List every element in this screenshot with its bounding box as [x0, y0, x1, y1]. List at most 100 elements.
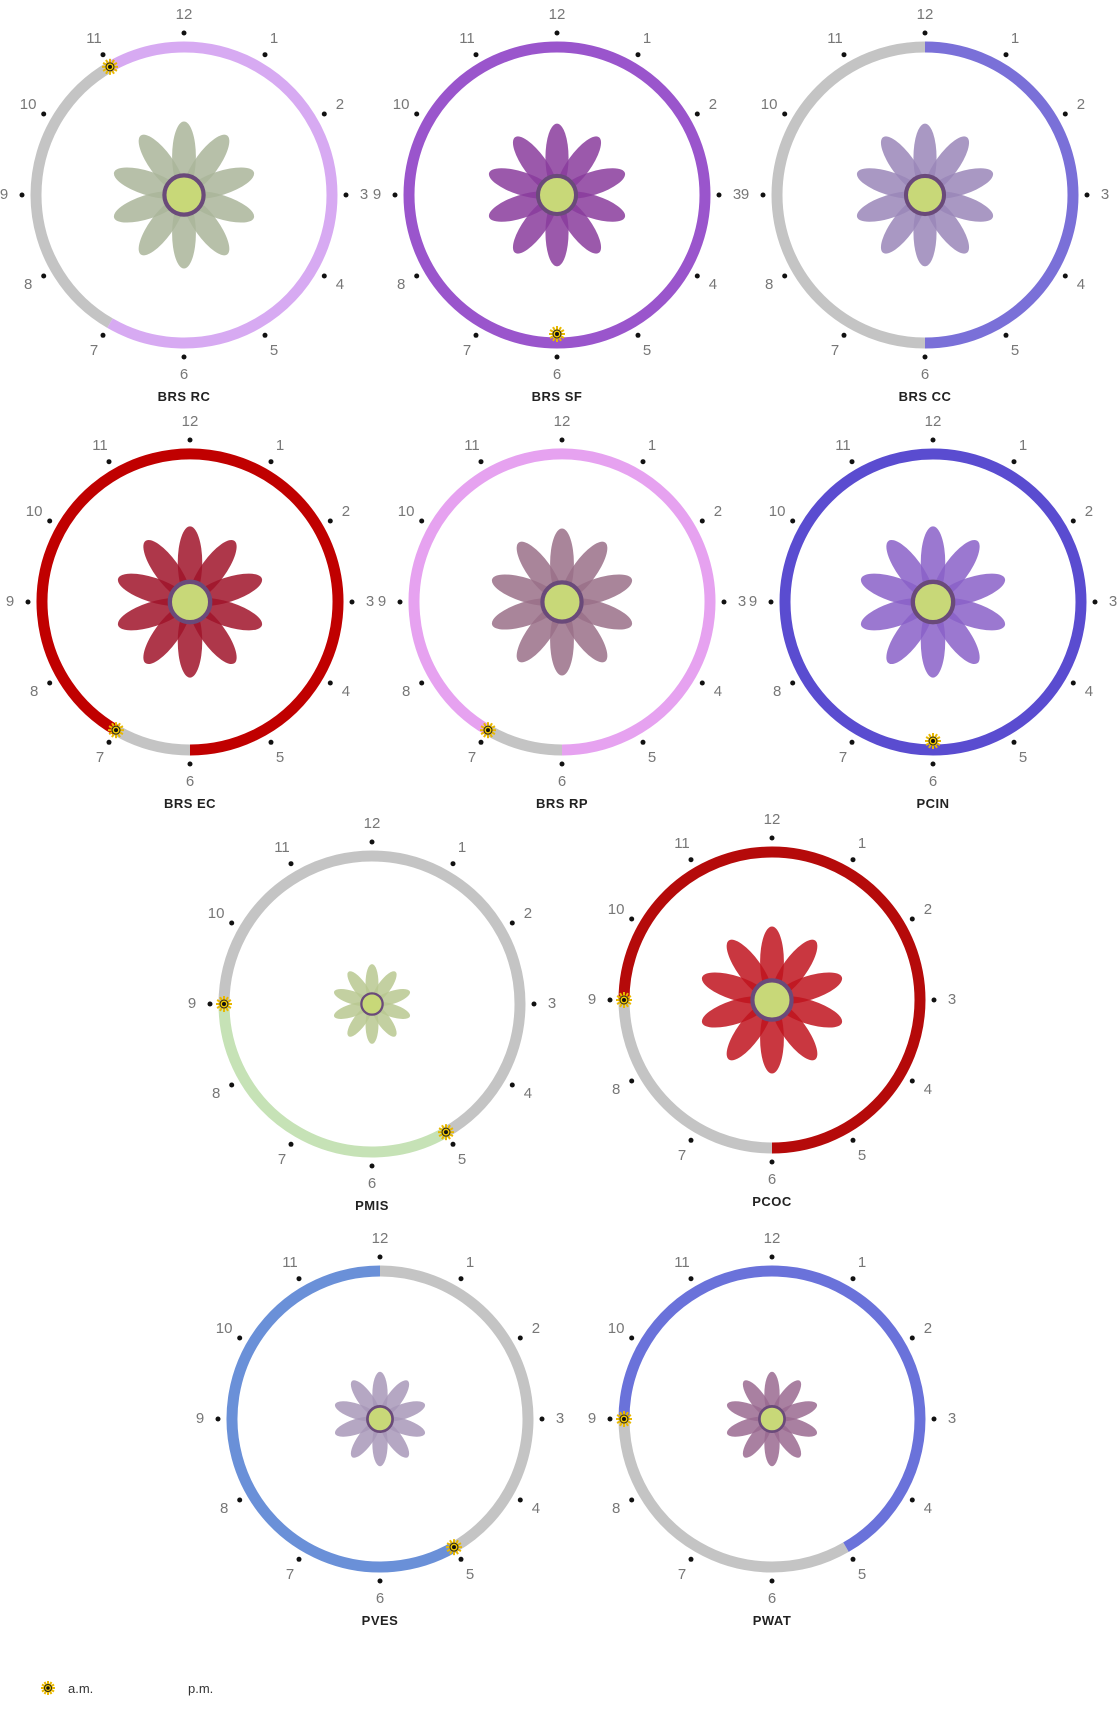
panel-label: PCIN: [916, 796, 949, 811]
flower-center: [535, 173, 579, 217]
hour-label: 11: [674, 1254, 690, 1271]
hour-label: 8: [612, 1081, 620, 1098]
hour-label: 4: [1085, 683, 1093, 700]
hour-tick: [909, 916, 915, 922]
hour-label: 9: [749, 593, 757, 610]
hour-tick: [207, 1001, 213, 1007]
hour-label: 10: [393, 96, 410, 113]
hour-tick: [349, 599, 355, 605]
sun-dot: [108, 64, 112, 69]
hour-tick: [327, 680, 333, 686]
hour-label: 10: [208, 905, 225, 922]
open-arc: [618, 1265, 926, 1552]
flower-center: [910, 579, 956, 625]
open-arc: [618, 846, 926, 1154]
hour-label: 5: [270, 342, 278, 359]
hour-tick: [100, 332, 106, 338]
hour-tick: [931, 997, 937, 1003]
hour-label: 6: [768, 1171, 776, 1188]
hour-tick: [768, 599, 774, 605]
hour-label: 9: [588, 1410, 596, 1427]
hour-tick: [841, 52, 847, 58]
hour-tick: [1003, 52, 1009, 58]
hour-tick: [229, 1082, 235, 1088]
hour-label: 2: [342, 503, 350, 520]
hour-label: 10: [608, 901, 625, 918]
sun-dot: [555, 332, 559, 336]
hour-tick: [268, 739, 274, 745]
hour-label: 7: [90, 342, 98, 359]
hour-tick: [694, 111, 700, 117]
hour-tick: [478, 739, 484, 745]
open-icon: [616, 1411, 632, 1427]
hour-tick: [688, 1276, 694, 1282]
sun-dot: [46, 1686, 50, 1690]
hour-tick: [531, 1001, 537, 1007]
hour-label: 4: [1077, 276, 1085, 293]
hour-label: 2: [1077, 96, 1085, 113]
hour-label: 7: [278, 1151, 286, 1168]
hour-tick: [909, 1335, 915, 1341]
open-icon: [480, 722, 496, 739]
hour-label: 1: [1011, 30, 1019, 47]
hour-label: 11: [92, 437, 108, 454]
open-icon: [108, 722, 124, 739]
hour-label: 8: [212, 1085, 220, 1102]
hour-tick: [849, 459, 855, 465]
hour-tick: [607, 1416, 613, 1422]
hour-label: 2: [524, 905, 532, 922]
closed-arc: [379, 1265, 534, 1552]
hour-label: 1: [458, 839, 466, 856]
hour-label: 3: [948, 991, 956, 1008]
sun-dot: [222, 1002, 226, 1006]
open-icon: [446, 1539, 462, 1556]
hour-label: 12: [182, 413, 199, 430]
hour-tick: [782, 111, 788, 117]
open-arc: [408, 448, 716, 756]
hour-tick: [397, 599, 403, 605]
hour-tick: [458, 1276, 464, 1282]
hour-label: 10: [769, 503, 786, 520]
hour-tick: [229, 920, 235, 926]
flower-center: [750, 978, 794, 1022]
hour-label: 5: [643, 342, 651, 359]
hour-tick: [47, 680, 53, 686]
hour-label: 6: [186, 773, 194, 790]
hour-tick: [181, 354, 187, 360]
hour-label: 9: [378, 593, 386, 610]
close-icon: [216, 996, 232, 1012]
hour-tick: [47, 518, 53, 524]
hour-tick: [841, 332, 847, 338]
hour-label: 2: [714, 503, 722, 520]
hour-label: 3: [366, 593, 374, 610]
hour-label: 11: [674, 835, 690, 852]
hour-tick: [930, 761, 936, 767]
hour-tick: [1011, 459, 1017, 465]
hour-tick: [850, 1556, 856, 1562]
open-icon: [549, 326, 565, 342]
hour-label: 3: [1101, 186, 1109, 203]
hour-label: 8: [402, 683, 410, 700]
hour-label: 11: [464, 437, 480, 454]
hour-label: 8: [220, 1500, 228, 1517]
closed-arc: [218, 850, 526, 1137]
hour-tick: [909, 1497, 915, 1503]
hour-tick: [688, 1556, 694, 1562]
hour-tick: [458, 1556, 464, 1562]
hour-tick: [790, 680, 796, 686]
hour-tick: [343, 192, 349, 198]
hour-label: 4: [924, 1081, 932, 1098]
hour-label: 12: [925, 413, 942, 430]
hour-tick: [635, 52, 641, 58]
hour-label: 10: [26, 503, 43, 520]
hour-label: 6: [376, 1590, 384, 1607]
hour-label: 5: [466, 1566, 474, 1583]
hour-tick: [509, 1082, 515, 1088]
hour-tick: [850, 1137, 856, 1143]
hour-tick: [369, 1163, 375, 1169]
hour-tick: [262, 332, 268, 338]
hour-tick: [931, 1416, 937, 1422]
hour-tick: [1070, 518, 1076, 524]
hour-tick: [1062, 111, 1068, 117]
